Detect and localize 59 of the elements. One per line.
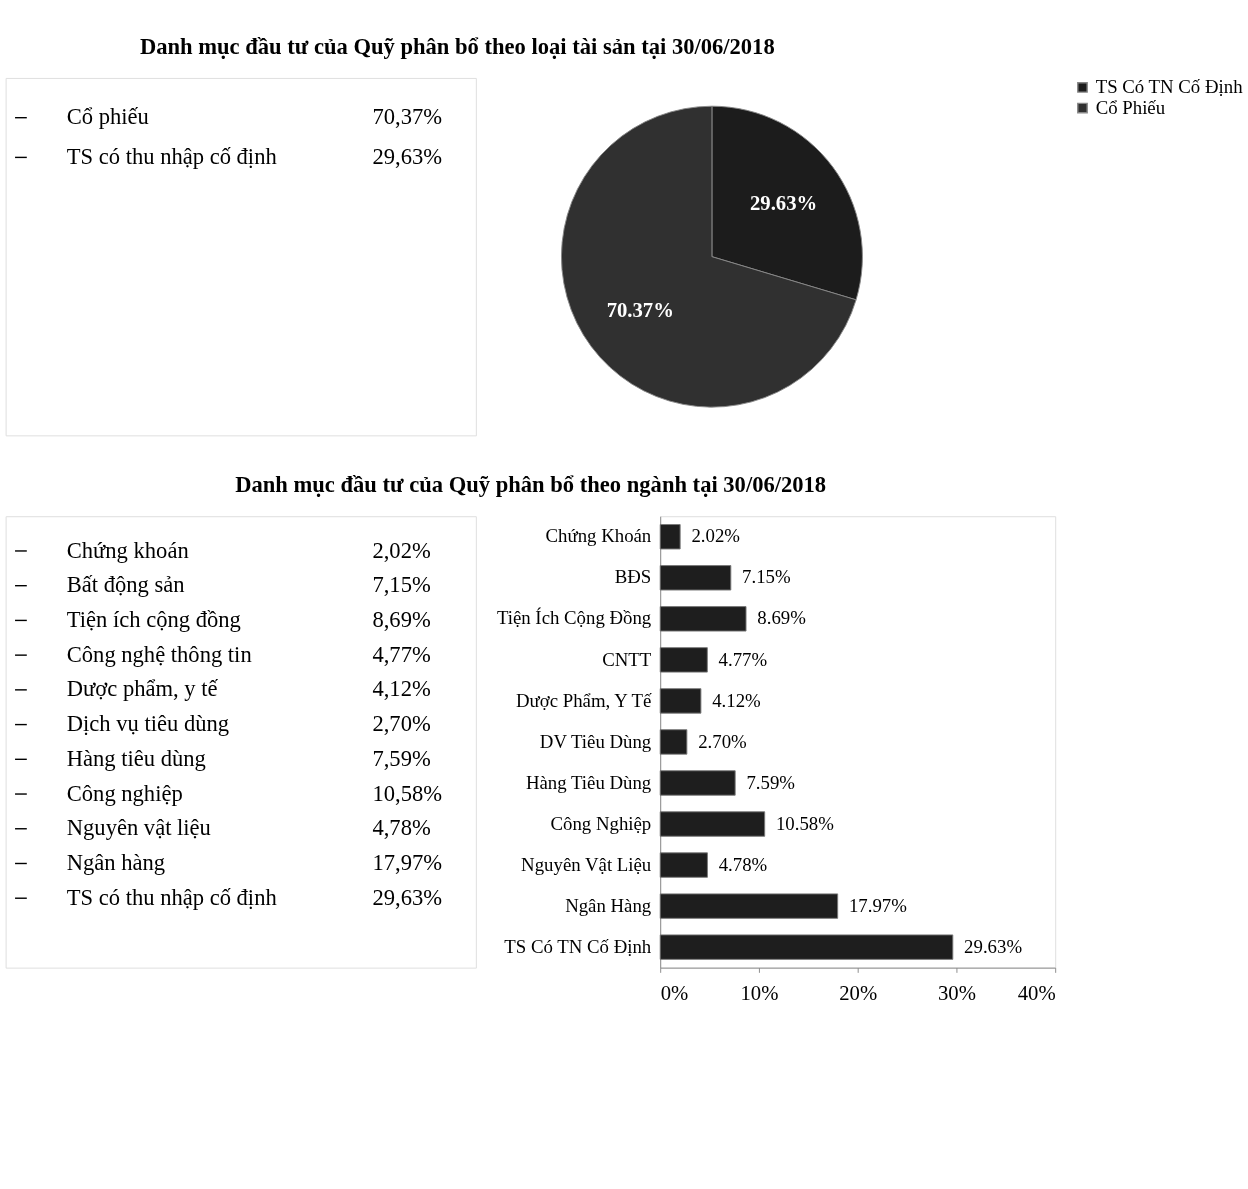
text: 7,59% bbox=[372, 745, 431, 771]
data-label: 70.37% bbox=[606, 298, 674, 321]
y-tick-label: Nguyên Vật Liệu bbox=[521, 853, 652, 875]
legend-label: TS Có TN Cố Định bbox=[1095, 76, 1244, 98]
text: Cổ phiếu bbox=[66, 104, 149, 130]
data-label: 29.63% bbox=[749, 191, 818, 214]
text: Chứng khoán bbox=[66, 537, 189, 563]
data-label: 4.77% bbox=[718, 648, 768, 670]
text: Hàng tiêu dùng bbox=[66, 745, 206, 771]
chart-title: Danh mục đầu tư của Quỹ phân bổ theo ngành tại 30/06/2018 bbox=[235, 472, 827, 498]
data-label: 10.58% bbox=[775, 812, 835, 834]
y-tick-label: DV Tiêu Dùng bbox=[539, 730, 652, 752]
data-label: 4.12% bbox=[712, 689, 762, 711]
x-tick-label: 0% bbox=[660, 982, 689, 1005]
text: 2,02% bbox=[372, 537, 431, 563]
text: 4,78% bbox=[372, 815, 431, 841]
x-tick-label: 10% bbox=[740, 982, 779, 1005]
y-tick-label: CNTT bbox=[602, 648, 652, 670]
text: TS có thu nhập cố định bbox=[66, 143, 277, 169]
text: 17,97% bbox=[372, 850, 443, 876]
y-tick-label: Dược Phẩm, Y Tế bbox=[515, 689, 652, 711]
text: Công nghiệp bbox=[66, 780, 183, 806]
text: 8,69% bbox=[372, 607, 431, 632]
y-tick-label: Công Nghiệp bbox=[550, 812, 652, 834]
text: Dược phẩm, y tế bbox=[66, 676, 219, 702]
y-tick-label: Ngân Hàng bbox=[565, 894, 652, 916]
data-label: 2.02% bbox=[691, 525, 741, 547]
text: Tiện ích cộng đồng bbox=[66, 607, 241, 632]
chart-title: Danh mục đầu tư của Quỹ phân bổ theo loại tài sản tại 30/06/2018 bbox=[139, 34, 775, 59]
text: 2,70% bbox=[372, 711, 431, 737]
data-label: 17.97% bbox=[848, 894, 908, 916]
text: Bất động sản bbox=[66, 572, 185, 598]
text: Công nghệ thông tin bbox=[66, 641, 252, 667]
data-label: 8.69% bbox=[757, 607, 807, 629]
data-label: 4.78% bbox=[718, 853, 768, 875]
y-tick-label: Tiện Ích Cộng Đồng bbox=[496, 607, 652, 629]
text: 4,12% bbox=[372, 676, 431, 702]
text: 70,37% bbox=[372, 104, 443, 130]
x-tick-label: 20% bbox=[839, 982, 878, 1005]
text: 7,15% bbox=[372, 572, 431, 598]
text: 29,63% bbox=[372, 884, 443, 910]
data-label: 7.59% bbox=[746, 771, 796, 793]
text: Nguyên vật liệu bbox=[66, 815, 211, 841]
text: TS có thu nhập cố định bbox=[66, 884, 277, 910]
text: Ngân hàng bbox=[66, 850, 166, 876]
y-tick-label: Chứng Khoán bbox=[545, 525, 652, 547]
data-label: 29.63% bbox=[964, 935, 1023, 957]
text: 10,58% bbox=[372, 780, 443, 806]
legend-label: Cổ Phiếu bbox=[1095, 96, 1166, 118]
text: 29,63% bbox=[372, 143, 443, 169]
text: 4,77% bbox=[372, 641, 431, 667]
text: Dịch vụ tiêu dùng bbox=[66, 711, 230, 737]
y-tick-label: TS Có TN Cố Định bbox=[504, 935, 652, 957]
data-label: 7.15% bbox=[742, 566, 791, 588]
data-label: 2.70% bbox=[698, 730, 748, 752]
y-tick-label: BĐS bbox=[614, 566, 652, 588]
x-tick-label: 40% bbox=[1017, 982, 1056, 1005]
y-tick-label: Hàng Tiêu Dùng bbox=[525, 771, 652, 793]
x-tick-label: 30% bbox=[937, 982, 976, 1005]
